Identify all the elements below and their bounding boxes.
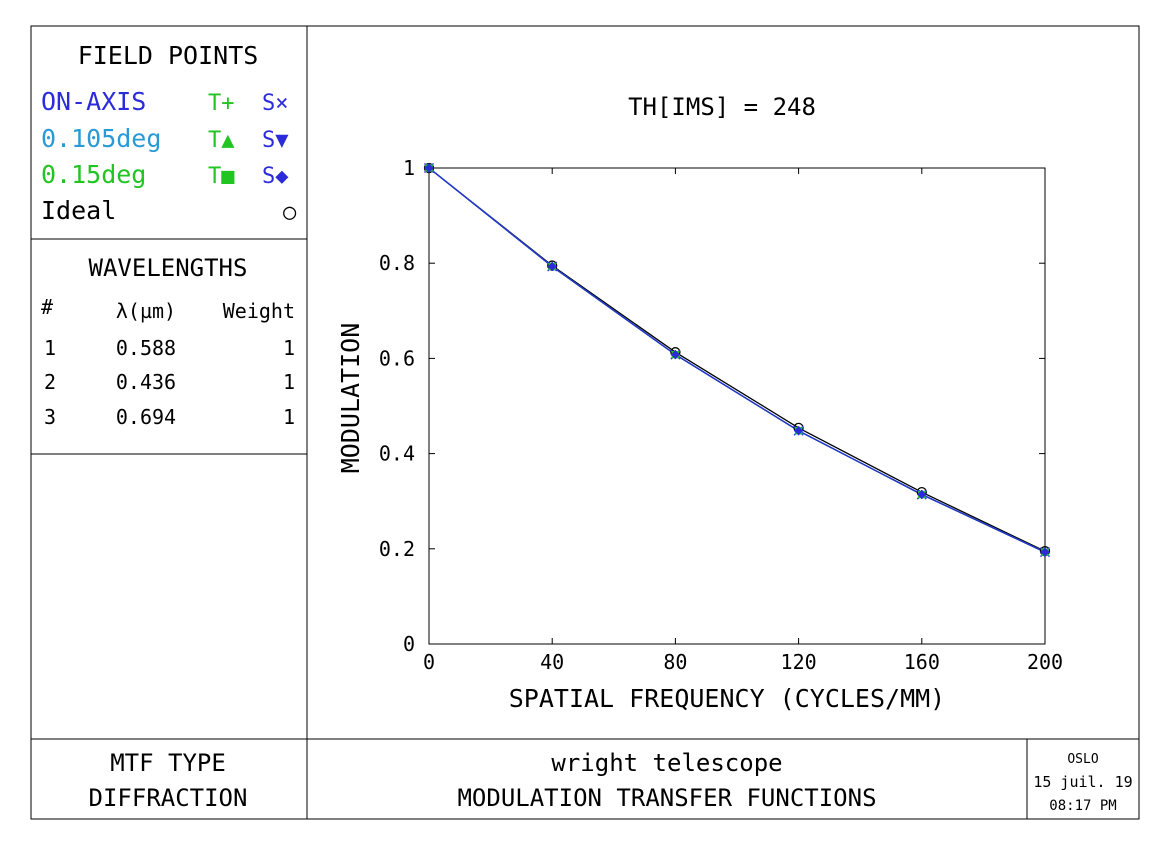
y-axis-label: MODULATION — [336, 323, 365, 474]
series-line-0-105deg-t — [428, 167, 1046, 553]
footer: MTF TYPE DIFFRACTION wright telescope MO… — [89, 749, 1133, 814]
series-line-0-105deg-s — [428, 167, 1046, 553]
plot-date: 15 juil. 19 — [1033, 773, 1132, 791]
field-s-marker-on-axis: S× — [262, 91, 289, 116]
wavelength-row-weight: 1 — [283, 370, 295, 394]
x-tick-label: 160 — [904, 650, 940, 674]
wavelength-row-index: 1 — [44, 336, 56, 360]
y-tick-label: 0.4 — [379, 442, 415, 466]
series-markers — [423, 162, 1051, 558]
field-t-marker-0105deg: T▲ — [208, 128, 235, 153]
wavelengths-title: WAVELENGTHS — [89, 254, 248, 282]
field-name-0105deg: 0.105deg — [41, 124, 161, 153]
field-s-marker-0105deg: S▼ — [262, 128, 289, 153]
data-point-0-15deg-s — [547, 262, 557, 272]
data-point-0-15deg-s — [424, 163, 434, 173]
program-name: OSLO — [1067, 752, 1098, 767]
frame — [30, 25, 1140, 820]
x-tick-label: 120 — [781, 650, 817, 674]
data-point-0-15deg-s — [794, 426, 804, 436]
wavelengths-header-index: # — [41, 295, 53, 319]
plot-time: 08:17 PM — [1049, 798, 1116, 814]
field-points-title: FIELD POINTS — [78, 41, 259, 70]
field-name-015deg: 0.15deg — [41, 160, 146, 189]
field-name-ideal: Ideal — [41, 196, 116, 225]
field-t-marker-on-axis: T+ — [208, 91, 235, 116]
x-axis-label: SPATIAL FREQUENCY (CYCLES/MM) — [509, 684, 946, 713]
field-s-marker-015deg: S◆ — [262, 164, 289, 189]
data-point-0-15deg-s — [917, 490, 927, 500]
wavelength-row-lambda: 0.588 — [116, 336, 176, 360]
y-tick-label: 0.2 — [379, 537, 415, 561]
x-tick-label: 40 — [540, 650, 564, 674]
series-line-0-15deg-t — [428, 167, 1046, 553]
series-lines — [428, 167, 1046, 553]
x-tick-label: 0 — [423, 650, 435, 674]
plot-area-border — [428, 167, 1046, 645]
wavelength-row-lambda: 0.694 — [116, 405, 176, 429]
series-line-ideal — [428, 167, 1046, 552]
wavelengths-header-lambda: λ(µm) — [116, 299, 176, 323]
chart-title: TH[IMS] = 248 — [628, 93, 816, 121]
axis-ticks: 0 40 80 120 160 200 0 0.2 0.4 0.6 0.8 1 — [379, 156, 1063, 674]
wavelength-row-index: 2 — [44, 370, 56, 394]
data-point-0-15deg-s — [1040, 547, 1050, 557]
outer-border — [30, 25, 1140, 820]
mtf-type-value: DIFFRACTION — [89, 784, 248, 812]
series-line-on-axis-s — [428, 167, 1046, 553]
x-tick-label: 200 — [1027, 650, 1063, 674]
wavelengths-table: WAVELENGTHS # λ(µm) Weight 1 0.588 1 2 0… — [41, 254, 295, 429]
y-tick-label: 0 — [403, 632, 415, 656]
plot-name: MODULATION TRANSFER FUNCTIONS — [457, 784, 876, 812]
series-line-on-axis-t — [428, 167, 1046, 553]
data-point-0-15deg-s — [670, 350, 680, 360]
y-tick-label: 1 — [403, 156, 415, 180]
series-line-0-15deg-s — [428, 167, 1046, 553]
wavelengths-header-weight: Weight — [223, 299, 295, 323]
y-tick-label: 0.6 — [379, 346, 415, 370]
wavelength-row-weight: 1 — [283, 405, 295, 429]
y-tick-label: 0.8 — [379, 251, 415, 275]
wavelength-row-lambda: 0.436 — [116, 370, 176, 394]
lens-name: wright telescope — [551, 749, 782, 777]
x-tick-label: 80 — [663, 650, 687, 674]
wavelength-row-weight: 1 — [283, 336, 295, 360]
field-points-legend: FIELD POINTS ON-AXIS T+ S× 0.105deg T▲ S… — [41, 41, 297, 225]
field-t-marker-015deg: T■ — [208, 164, 235, 189]
field-name-on-axis: ON-AXIS — [41, 87, 146, 116]
field-s-marker-ideal: ○ — [283, 200, 297, 225]
mtf-type-label: MTF TYPE — [110, 749, 226, 777]
wavelength-row-index: 3 — [44, 405, 56, 429]
